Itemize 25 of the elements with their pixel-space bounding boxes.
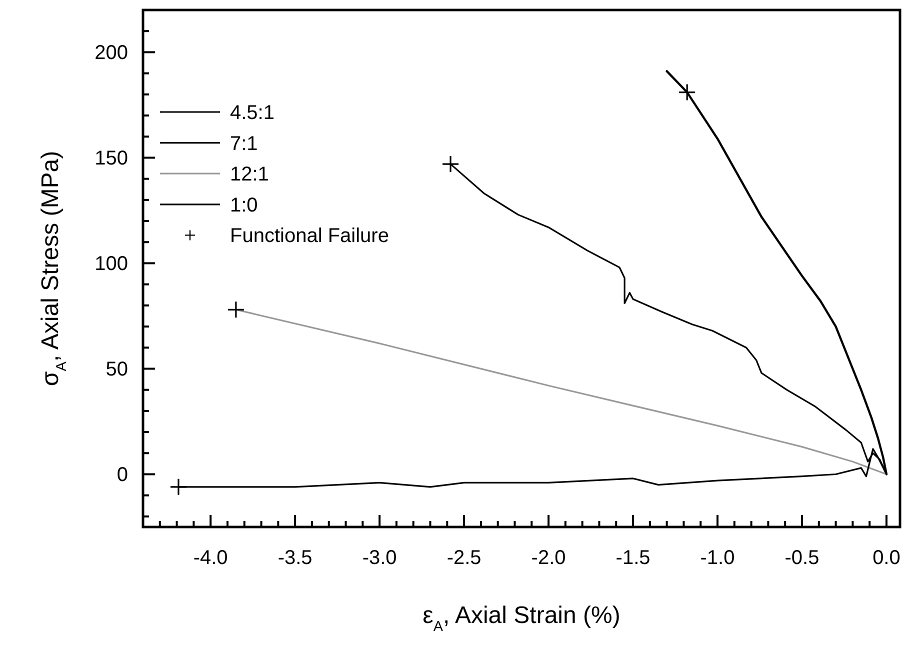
x-tick-label: 0.0 [872,547,900,569]
line-series [235,308,888,476]
y-tick-label: 150 [94,148,128,170]
x-axis-title: ε$_{A}$, Axial Strain (%) [422,602,620,635]
point [227,300,245,318]
y-tick-label: 0 [116,464,128,486]
legend-label: 1:0 [230,194,258,216]
x-tick-label: -2.5 [446,547,482,569]
x-tick-label: -0.5 [784,547,820,569]
x-tick-label: -3.5 [278,547,312,569]
legend-label: 12:1 [230,164,269,186]
point [678,84,696,102]
point [442,155,460,173]
legend-label: Functional Failure [230,225,389,248]
point [170,478,188,496]
legend-label: 4.5:1 [230,102,274,124]
x-tick-label: -1.5 [616,547,650,569]
x-tick-label: -3.0 [362,547,397,569]
legend-label: 7:1 [230,132,258,155]
y-tick-label: 100 [94,253,128,276]
y-tick-label: 50 [106,358,128,381]
y-tick-label: 200 [94,42,128,64]
x-tick-label: -4.0 [193,547,228,569]
x-tick-label: -2.0 [531,547,566,569]
x-tick-label: -1.0 [700,547,735,569]
